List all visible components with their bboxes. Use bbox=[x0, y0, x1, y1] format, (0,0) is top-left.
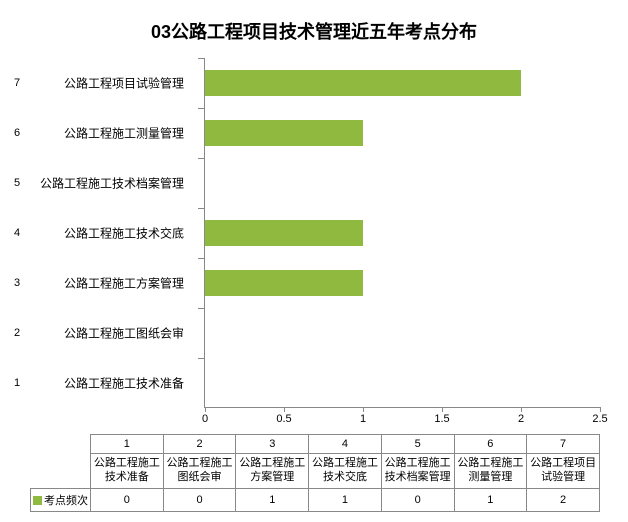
table-header-number: 4 bbox=[309, 435, 382, 454]
table-header-label: 公路工程施工技术档案管理 bbox=[381, 454, 454, 489]
x-tick-mark bbox=[600, 407, 601, 412]
bar-chart: 00.511.522.5 1公路工程施工技术准备2公路工程施工图纸会审3公路工程… bbox=[30, 58, 600, 408]
bar bbox=[205, 120, 363, 146]
x-tick-label: 0 bbox=[202, 413, 208, 425]
x-tick-mark bbox=[363, 407, 364, 412]
y-sep bbox=[198, 58, 204, 59]
y-sep bbox=[198, 208, 204, 209]
data-table-block: 1234567公路工程施工技术准备公路工程施工图纸会审公路工程施工方案管理公路工… bbox=[30, 434, 600, 512]
y-label: 公路工程施工技术准备 bbox=[30, 375, 190, 392]
y-label: 公路工程施工测量管理 bbox=[30, 125, 190, 142]
table-header-number: 2 bbox=[163, 435, 236, 454]
x-tick-mark bbox=[205, 407, 206, 412]
x-tick-label: 2.5 bbox=[592, 413, 607, 425]
table-header-label: 公路工程项目试验管理 bbox=[527, 454, 600, 489]
table-header-label: 公路工程施工技术准备 bbox=[91, 454, 164, 489]
y-label: 公路工程施工方案管理 bbox=[30, 275, 190, 292]
y-label: 公路工程施工技术交底 bbox=[30, 225, 190, 242]
table-cell-blank bbox=[31, 435, 91, 489]
data-table: 1234567公路工程施工技术准备公路工程施工图纸会审公路工程施工方案管理公路工… bbox=[30, 434, 600, 512]
y-index: 5 bbox=[14, 177, 20, 189]
table-row: 公路工程施工技术准备公路工程施工图纸会审公路工程施工方案管理公路工程施工技术交底… bbox=[31, 454, 600, 489]
table-row: 1234567 bbox=[31, 435, 600, 454]
x-tick-label: 0.5 bbox=[276, 413, 291, 425]
y-sep bbox=[198, 308, 204, 309]
y-label: 公路工程项目试验管理 bbox=[30, 75, 190, 92]
table-header-number: 5 bbox=[381, 435, 454, 454]
x-tick-label: 1.5 bbox=[434, 413, 449, 425]
x-tick-mark bbox=[521, 407, 522, 412]
table-header-number: 7 bbox=[527, 435, 600, 454]
table-header-label: 公路工程施工测量管理 bbox=[454, 454, 527, 489]
y-label: 公路工程施工图纸会审 bbox=[30, 325, 190, 342]
y-index: 6 bbox=[14, 127, 20, 139]
x-tick-mark bbox=[284, 407, 285, 412]
y-index: 1 bbox=[14, 377, 20, 389]
y-sep bbox=[198, 158, 204, 159]
y-index: 7 bbox=[14, 77, 20, 89]
legend-swatch bbox=[33, 496, 42, 505]
y-sep bbox=[198, 258, 204, 259]
table-header-number: 6 bbox=[454, 435, 527, 454]
bar bbox=[205, 70, 521, 96]
bar bbox=[205, 270, 363, 296]
table-header-number: 3 bbox=[236, 435, 309, 454]
table-header-label: 公路工程施工方案管理 bbox=[236, 454, 309, 489]
y-sep bbox=[198, 358, 204, 359]
x-tick-mark bbox=[442, 407, 443, 412]
legend-label: 考点频次 bbox=[44, 495, 88, 507]
y-sep bbox=[198, 108, 204, 109]
chart-container: 00.511.522.5 1公路工程施工技术准备2公路工程施工图纸会审3公路工程… bbox=[30, 58, 600, 408]
table-header-number: 1 bbox=[91, 435, 164, 454]
x-tick-label: 2 bbox=[518, 413, 524, 425]
plot-area: 00.511.522.5 bbox=[204, 58, 600, 408]
y-index: 2 bbox=[14, 327, 20, 339]
x-tick-label: 1 bbox=[360, 413, 366, 425]
y-index: 4 bbox=[14, 227, 20, 239]
y-index: 3 bbox=[14, 277, 20, 289]
y-label: 公路工程施工技术档案管理 bbox=[30, 175, 190, 192]
bar bbox=[205, 220, 363, 246]
table-header-label: 公路工程施工图纸会审 bbox=[163, 454, 236, 489]
table-header-label: 公路工程施工技术交底 bbox=[309, 454, 382, 489]
page-title: 03公路工程项目技术管理近五年考点分布 bbox=[10, 18, 618, 44]
